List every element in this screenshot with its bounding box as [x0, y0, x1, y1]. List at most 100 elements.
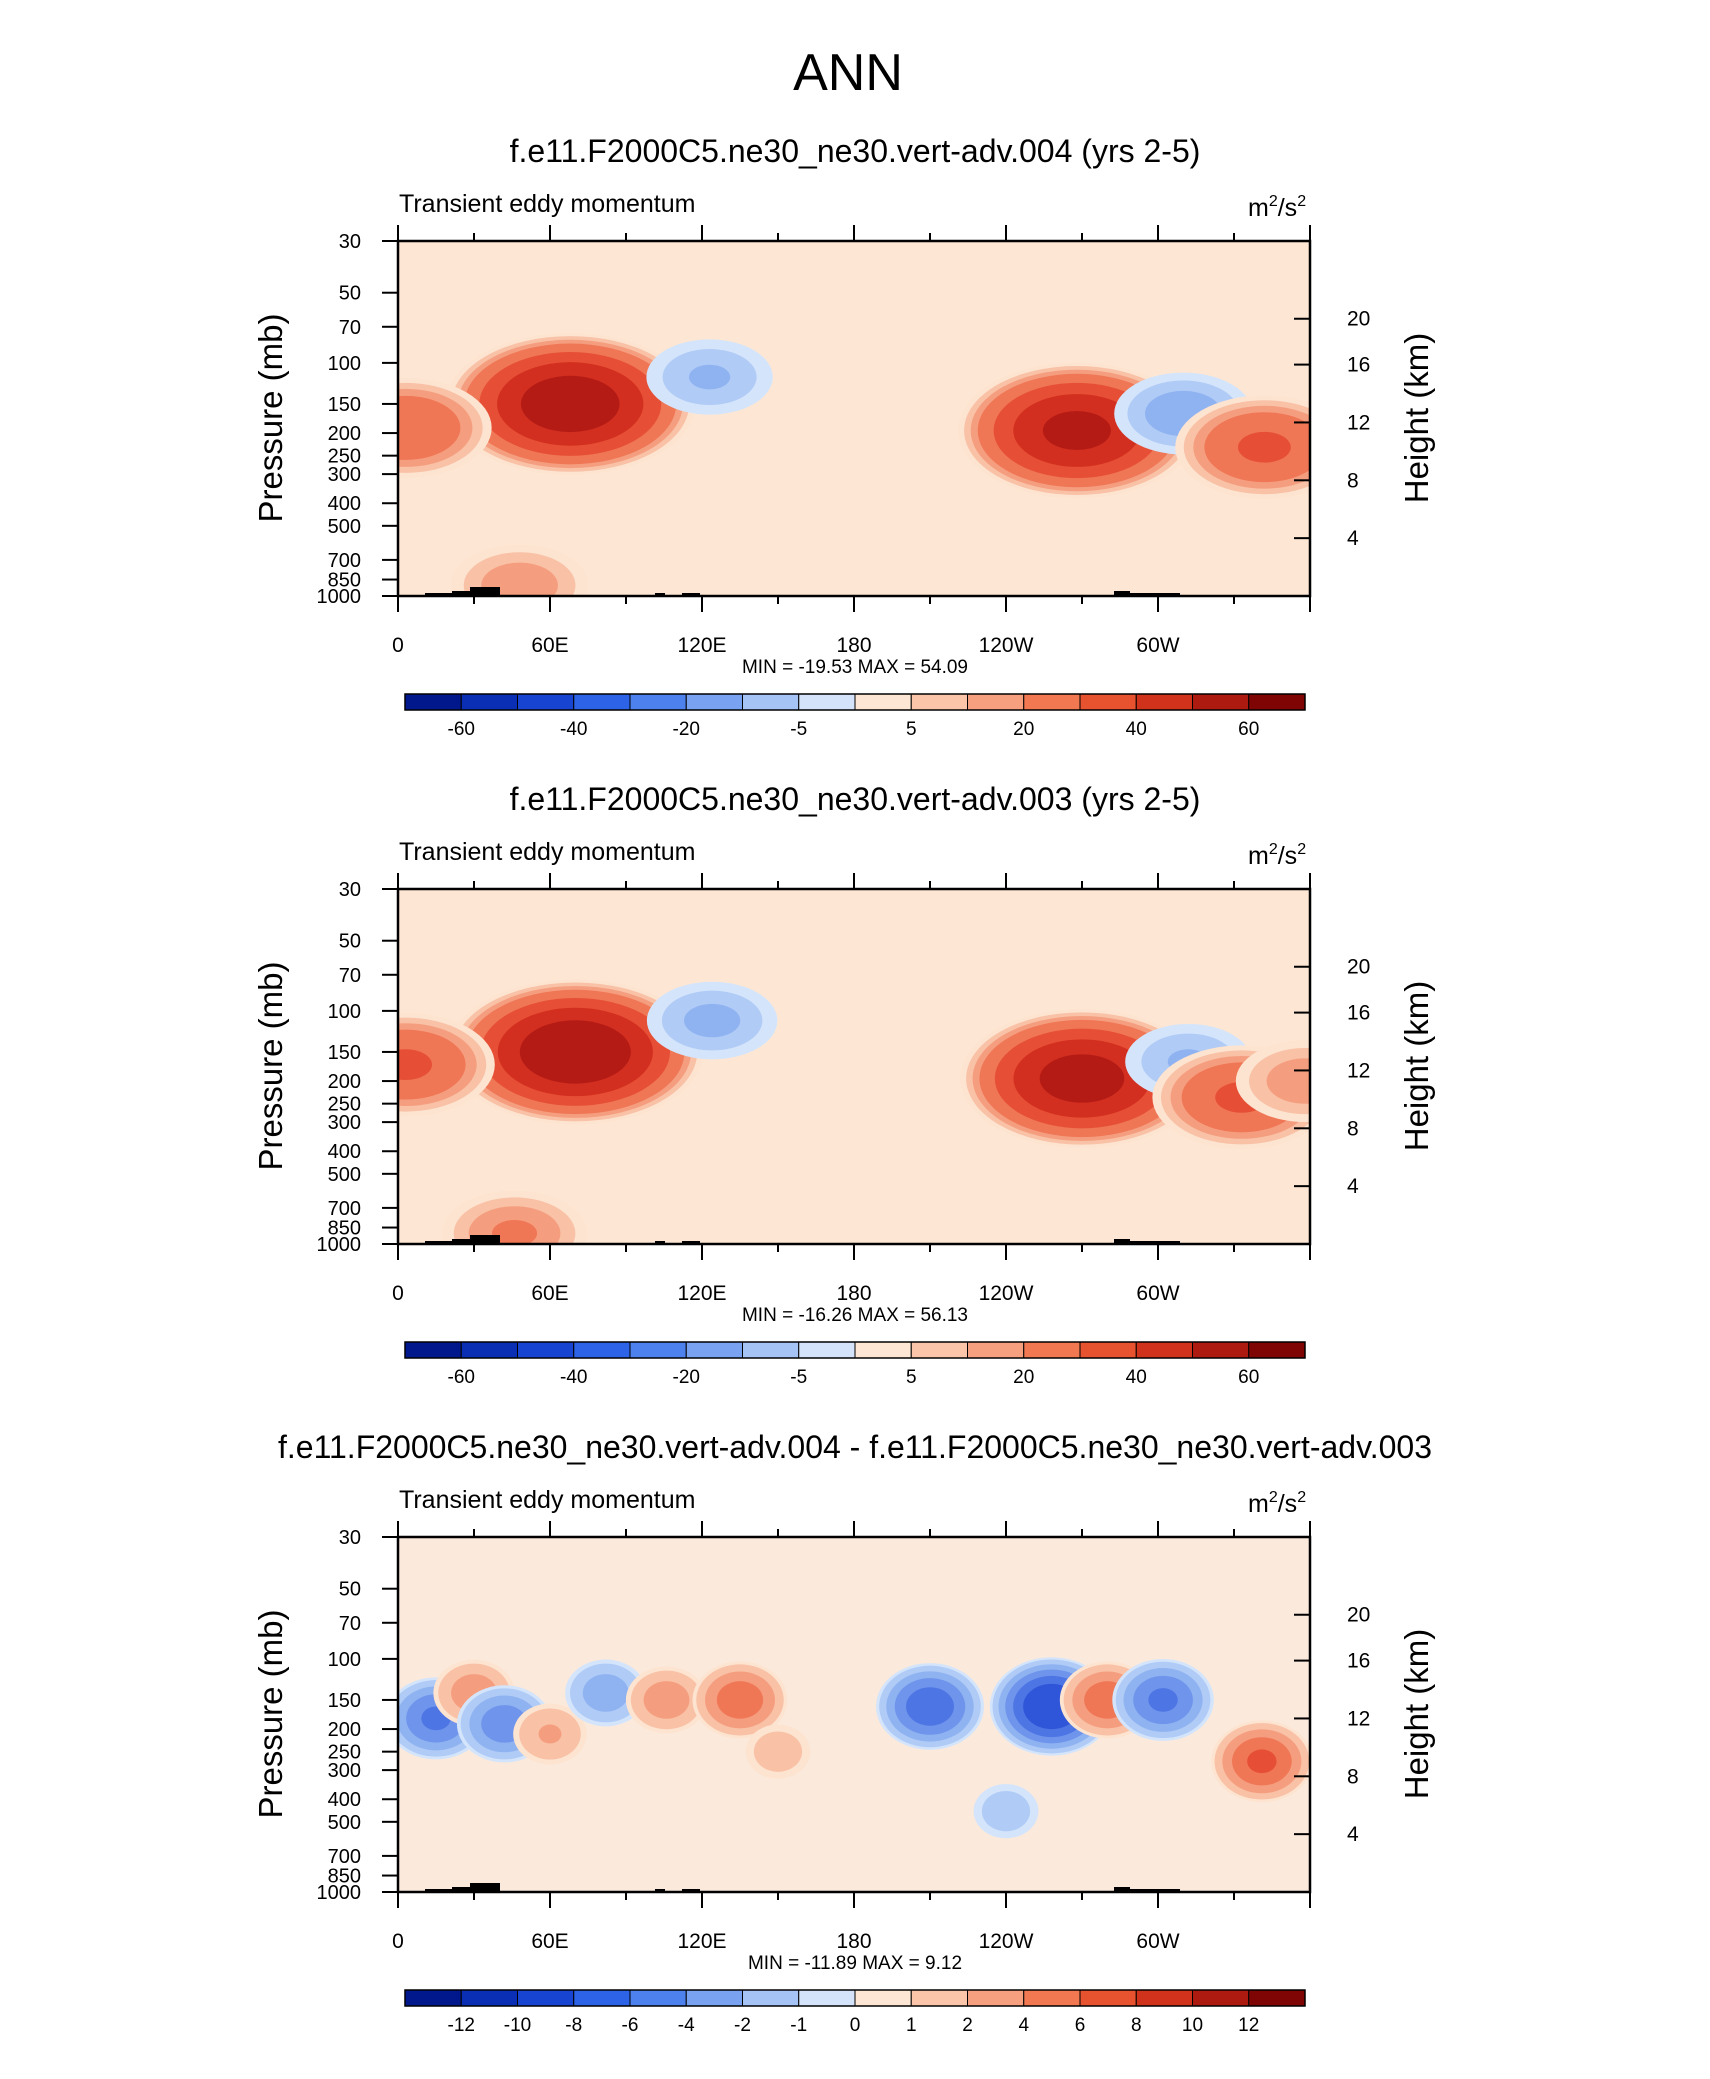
y-tick-label: 1000: [317, 586, 362, 608]
x-tick-label: 120E: [677, 634, 726, 657]
contour-field: [398, 979, 1310, 1244]
colorbar-frame: [404, 693, 1306, 711]
colorbar-swatch: [629, 1989, 687, 2007]
y-tick-label: 150: [328, 394, 361, 416]
y-right-axis-label: Height (km): [1398, 333, 1435, 504]
y-axis-label: Pressure (mb): [252, 313, 289, 522]
topography-bar: [470, 1235, 500, 1244]
contour-level: [519, 1020, 631, 1084]
contour-field: [398, 332, 1310, 596]
contour-level: [688, 364, 731, 390]
y-tick-label: 700: [328, 1846, 361, 1868]
colorbar: -60 -40 -20 -5 5 20 40 60: [404, 1341, 1306, 1388]
contour-feature: [1211, 1720, 1310, 1803]
colorbar-swatch: [685, 693, 743, 711]
topography-bar: [425, 593, 452, 596]
contour-level: [716, 1681, 764, 1719]
colorbar-label: 4: [1018, 2015, 1029, 2036]
contour-feature: [1175, 395, 1310, 500]
contour-feature: [876, 1663, 984, 1750]
colorbar-swatch: [1079, 1341, 1137, 1359]
y-right-tick-label: 20: [1347, 1604, 1370, 1627]
contour-level: [491, 1220, 538, 1244]
colorbar-swatch: [685, 1341, 743, 1359]
y-tick-label: 30: [339, 231, 361, 253]
contour-level: [1148, 1688, 1178, 1712]
colorbar-swatch: [1248, 1989, 1306, 2007]
contour-feature: [692, 1661, 788, 1739]
colorbar-swatch: [1023, 693, 1081, 711]
colorbar-swatch: [1079, 693, 1137, 711]
units-per: /s: [1278, 842, 1297, 870]
chart-title: f.e11.F2000C5.ne30_ne30.vert-adv.004 - f…: [278, 1429, 1432, 1465]
colorbar-label: 1: [906, 2015, 917, 2036]
contour-level: [398, 1049, 432, 1080]
units-base: m: [1248, 1490, 1269, 1518]
contour-field: [398, 1657, 1310, 1839]
contour-feature: [565, 1659, 647, 1727]
units-exponent: 2: [1297, 1489, 1306, 1506]
y-right-tick-label: 16: [1347, 354, 1370, 377]
contour-feature: [450, 544, 589, 596]
y-tick-label: 30: [339, 1527, 361, 1549]
colorbar-label: 5: [906, 719, 917, 740]
y-right-tick-label: 8: [1347, 1117, 1359, 1140]
colorbar-swatch: [517, 693, 575, 711]
colorbar-swatch: [517, 1989, 575, 2007]
y-tick-label: 70: [339, 965, 361, 987]
topography: [425, 1235, 1180, 1244]
colorbar-swatch: [629, 693, 687, 711]
topography-bar: [1114, 1887, 1130, 1892]
contour-feature: [445, 332, 696, 476]
x-tick-label: 60E: [531, 1930, 568, 1953]
colorbar-swatch: [910, 1989, 968, 2007]
colorbar-label: -60: [448, 1367, 475, 1388]
colorbar-label: 60: [1238, 1367, 1259, 1388]
colorbar-label: -8: [565, 2015, 582, 2036]
colorbar-label: 20: [1013, 719, 1034, 740]
colorbar-label: -6: [622, 2015, 639, 2036]
contour-feature: [745, 1724, 811, 1779]
colorbar-label: 20: [1013, 1367, 1034, 1388]
units-per: /s: [1278, 1490, 1297, 1518]
main-title: ANN: [793, 44, 903, 102]
y-axis-label: Pressure (mb): [252, 1609, 289, 1818]
y-right-tick-label: 16: [1347, 1002, 1370, 1025]
colorbar-label: -10: [504, 2015, 531, 2036]
contour-level: [753, 1731, 803, 1772]
topography-bar: [452, 1887, 470, 1892]
y-tick-label: 100: [328, 1649, 361, 1671]
contour-level: [398, 395, 461, 460]
contour-level: [481, 562, 558, 596]
colorbar-label: -20: [673, 719, 700, 740]
units-exponent: 2: [1269, 1489, 1278, 1506]
y-tick-label: 250: [328, 446, 361, 468]
y-tick-label: 200: [328, 423, 361, 445]
colorbar-swatch: [854, 693, 912, 711]
topography-bar: [452, 1239, 470, 1244]
colorbar-swatch: [404, 693, 462, 711]
contour-feature: [625, 1666, 708, 1734]
contour-level: [643, 1681, 690, 1719]
x-tick-label: 120W: [979, 634, 1034, 657]
colorbar-swatch: [629, 1341, 687, 1359]
colorbar-swatch: [910, 693, 968, 711]
chart-subtitle: Transient eddy momentum: [399, 1486, 695, 1514]
colorbar-swatch: [742, 1989, 800, 2007]
colorbar-swatch: [460, 1341, 518, 1359]
y-right-tick-label: 20: [1347, 308, 1370, 331]
x-tick-label: 120E: [677, 1930, 726, 1953]
chart-panel-1: f.e11.F2000C5.ne30_ne30.vert-adv.004 (yr…: [252, 133, 1435, 740]
units-exponent: 2: [1297, 193, 1306, 210]
colorbar-swatch: [1079, 1989, 1137, 2007]
chart-panel-2: f.e11.F2000C5.ne30_ne30.vert-adv.003 (yr…: [252, 781, 1435, 1388]
y-tick-label: 250: [328, 1742, 361, 1764]
x-tick-label: 120W: [979, 1282, 1034, 1305]
chart-subtitle: Transient eddy momentum: [399, 838, 695, 866]
topography-bar: [682, 593, 700, 596]
colorbar-swatch: [1135, 693, 1193, 711]
colorbar-swatch: [1135, 1341, 1193, 1359]
topography: [425, 587, 1180, 596]
